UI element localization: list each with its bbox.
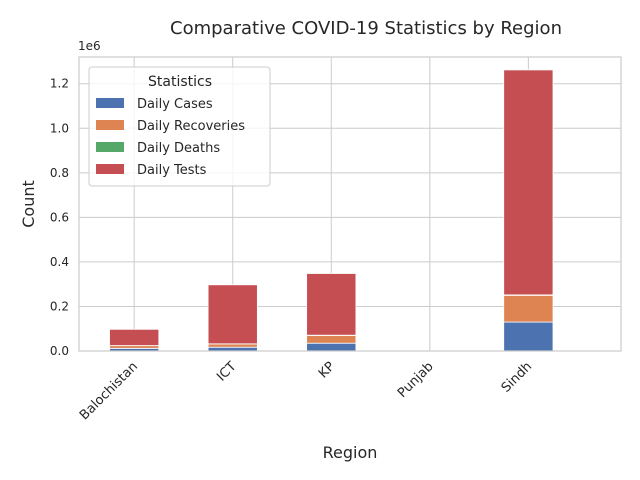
y-tick-label: 0.0 [50,344,69,358]
bar-segment [306,342,357,352]
legend-swatch [96,142,124,152]
legend-swatch [96,98,124,108]
bars [109,69,554,352]
bar-segment [306,273,357,336]
legend-swatch [96,120,124,130]
y-tick-label: 1.0 [50,121,69,135]
bar-segment [503,69,554,296]
x-tick-labels: Balochistan ICT KP Punjab Sindh [77,359,535,423]
x-tick-label: Sindh [499,359,535,395]
legend-label: Daily Deaths [137,141,220,156]
chart-title: Comparative COVID-19 Statistics by Regio… [170,18,562,39]
bar-segment [109,328,160,346]
bar-segment [503,294,554,323]
bar-segment [306,335,357,344]
x-tick-label: ICT [214,359,239,384]
bar-segment [109,345,160,349]
legend-label: Daily Cases [137,97,213,112]
legend-title: Statistics [148,74,212,90]
y-tick-label: 0.2 [50,299,69,313]
legend-box [88,66,271,187]
bar-segment [207,284,258,345]
y-tick-label: 0.8 [50,166,69,180]
y-axis-label: Count [19,180,38,228]
y-tick-labels: 0.0 0.2 0.4 0.6 0.8 1.0 1.2 [50,77,69,358]
bar-segment [503,321,554,352]
plot-frame [78,56,622,352]
legend-label: Daily Tests [137,163,207,178]
y-tick-label: 1.2 [50,77,69,91]
bar-segment [207,343,258,348]
legend-label: Daily Recoveries [137,119,245,134]
y-offset-label: 1e6 [78,39,101,53]
y-tick-label: 0.4 [50,255,69,269]
x-tick-label: Balochistan [77,359,141,423]
legend-entries: Daily Cases Daily Recoveries Daily Deaths D… [96,97,245,178]
x-tick-label: KP [316,359,338,381]
x-axis-label: Region [323,443,378,462]
y-tick-label: 0.6 [50,210,69,224]
legend-swatch [96,164,124,174]
x-tick-label: Punjab [395,359,437,401]
